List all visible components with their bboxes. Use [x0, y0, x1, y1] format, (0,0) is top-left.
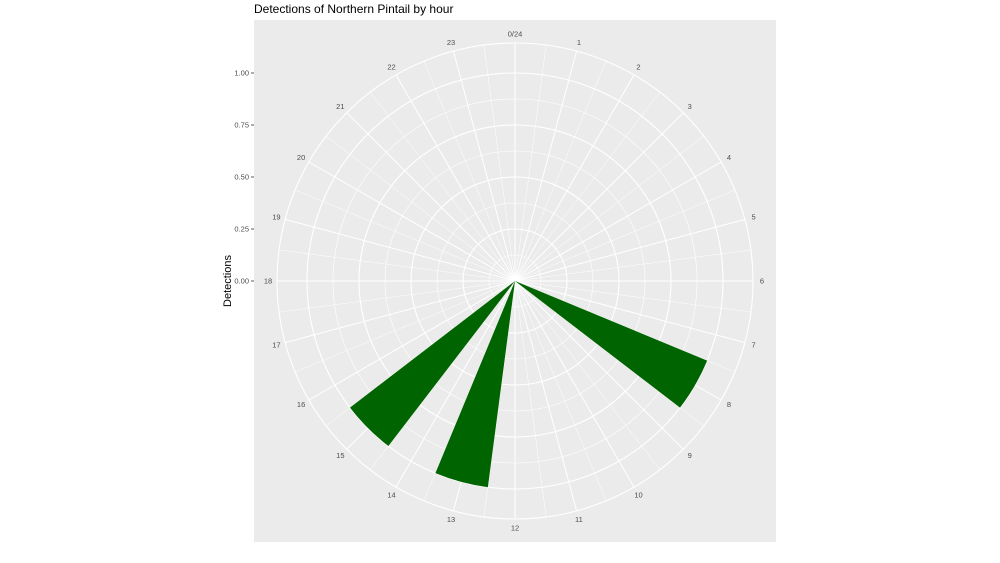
- hour-label: 20: [297, 153, 305, 162]
- grid-spoke: [514, 161, 722, 282]
- bar-layer: [349, 281, 708, 488]
- hour-label: 4: [727, 153, 731, 162]
- grid-spoke-minor: [279, 249, 516, 282]
- grid-spoke-minor: [483, 45, 516, 282]
- hour-label: 10: [634, 490, 642, 499]
- hour-label: 23: [447, 38, 455, 47]
- hour-label: 9: [688, 451, 692, 460]
- grid-spoke: [395, 74, 516, 282]
- hour-label: 21: [336, 102, 344, 111]
- grid-spoke-minor: [514, 189, 735, 282]
- grid-spoke: [395, 280, 516, 488]
- grid-spoke: [284, 218, 516, 282]
- hour-label: 5: [751, 213, 755, 222]
- label-layer: 0/24123456789101112131415161718192021222…: [264, 30, 764, 533]
- grid-spoke-minor: [279, 280, 516, 313]
- grid-spoke-minor: [369, 92, 516, 282]
- grid-spoke: [514, 280, 635, 488]
- grid-spoke-minor: [514, 249, 751, 282]
- grid-spoke-minor: [423, 61, 516, 282]
- grid-spoke-minor: [514, 135, 704, 282]
- grid-spoke-minor: [326, 135, 516, 282]
- hour-label: 12: [511, 524, 519, 533]
- grid-spoke: [514, 112, 684, 282]
- grid-spoke-minor: [514, 280, 547, 517]
- grid-spoke-minor: [514, 280, 607, 501]
- grid-spoke-minor: [514, 92, 661, 282]
- hour-label: 22: [387, 63, 395, 72]
- grid-spoke: [308, 280, 516, 401]
- chart-title: Detections of Northern Pintail by hour: [254, 2, 454, 16]
- hour-label: 3: [688, 102, 692, 111]
- bar-hour-13: [435, 281, 515, 488]
- grid-spoke: [514, 280, 746, 344]
- grid-spoke-minor: [514, 280, 751, 313]
- grid-spoke-minor: [514, 61, 607, 282]
- bar-hour-8: [515, 281, 708, 408]
- grid-spoke: [514, 280, 578, 512]
- hour-label: 14: [387, 490, 395, 499]
- y-tick-label: 1.00: [234, 69, 249, 78]
- grid-spoke-minor: [514, 280, 661, 470]
- hour-label: 17: [272, 340, 280, 349]
- hour-label: 1: [577, 38, 581, 47]
- grid-spoke: [284, 280, 516, 344]
- y-tick-label: 0.50: [234, 173, 249, 182]
- hour-label: 2: [636, 63, 640, 72]
- hour-label: 13: [447, 515, 455, 524]
- grid-spoke: [514, 50, 578, 282]
- grid-spoke: [308, 161, 516, 282]
- grid-spoke-minor: [514, 45, 547, 282]
- grid-spoke-minor: [295, 189, 516, 282]
- hour-label: 15: [336, 451, 344, 460]
- grid-spoke-minor: [295, 280, 516, 373]
- grid-spoke: [514, 218, 746, 282]
- y-tick-label: 0.75: [234, 121, 249, 130]
- y-tick-label: 0.00: [234, 277, 249, 286]
- hour-label: 7: [751, 340, 755, 349]
- y-axis: 0.00 0.25 0.50 0.75 1.00: [234, 69, 254, 286]
- grid-spoke: [514, 280, 684, 450]
- hour-label: 0/24: [508, 30, 523, 39]
- hour-label: 8: [727, 400, 731, 409]
- hour-label: 19: [272, 213, 280, 222]
- bar-hour-15: [349, 281, 515, 447]
- hour-label: 16: [297, 400, 305, 409]
- y-tick-label: 0.25: [234, 225, 249, 234]
- grid-spoke: [346, 112, 516, 282]
- hour-label: 18: [264, 277, 272, 286]
- grid-spoke: [452, 50, 516, 282]
- grid-spoke: [514, 74, 635, 282]
- hour-label: 11: [575, 515, 583, 524]
- hour-label: 6: [760, 277, 764, 286]
